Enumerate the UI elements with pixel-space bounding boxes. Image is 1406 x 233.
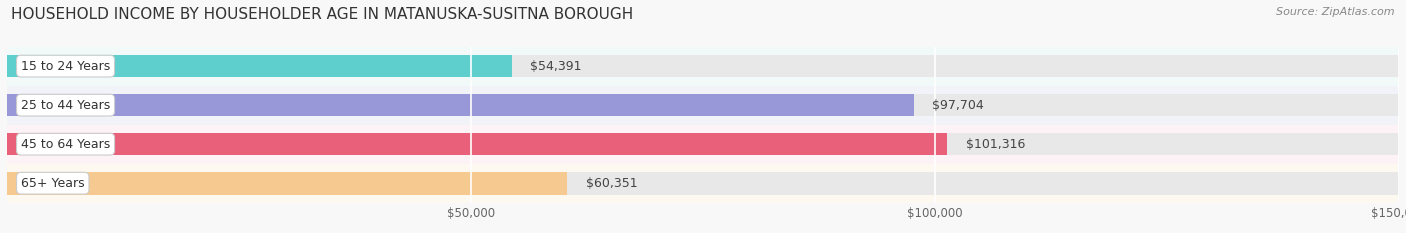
Bar [7,133,948,155]
Bar [7,55,512,77]
Bar [7,125,1399,164]
Text: 15 to 24 Years: 15 to 24 Years [21,60,110,73]
Text: 45 to 64 Years: 45 to 64 Years [21,138,110,151]
Text: HOUSEHOLD INCOME BY HOUSEHOLDER AGE IN MATANUSKA-SUSITNA BOROUGH: HOUSEHOLD INCOME BY HOUSEHOLDER AGE IN M… [11,7,634,22]
Bar [7,172,1399,195]
Bar [7,133,1399,155]
Text: $54,391: $54,391 [530,60,582,73]
Text: 25 to 44 Years: 25 to 44 Years [21,99,110,112]
Bar [7,47,1399,86]
Bar [7,94,914,116]
Text: Source: ZipAtlas.com: Source: ZipAtlas.com [1277,7,1395,17]
Text: $97,704: $97,704 [932,99,984,112]
Bar [7,164,1399,203]
Bar [7,94,1399,116]
Text: 65+ Years: 65+ Years [21,177,84,190]
Text: $60,351: $60,351 [586,177,637,190]
Bar [7,86,1399,125]
Text: $101,316: $101,316 [966,138,1025,151]
Bar [7,172,567,195]
Bar [7,55,1399,77]
